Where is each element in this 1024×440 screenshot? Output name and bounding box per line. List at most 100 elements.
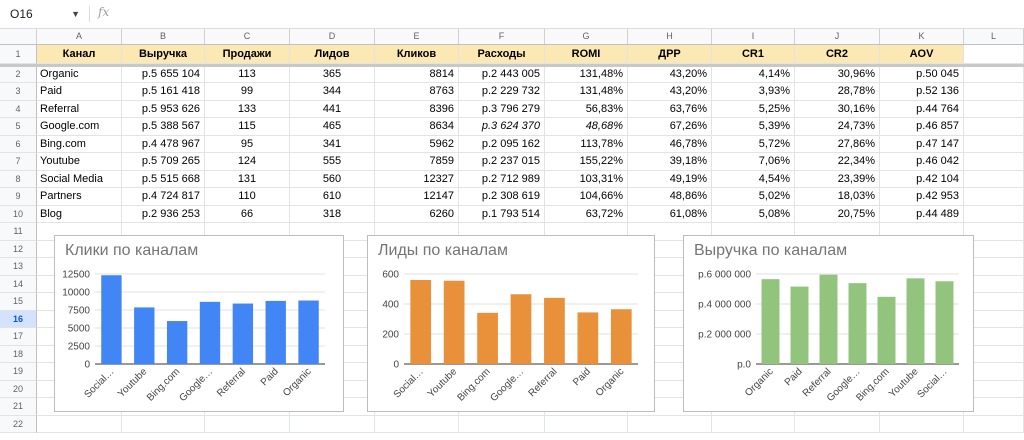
row-header-18[interactable]: 18 [0, 345, 37, 363]
table-cell[interactable]: 28,78% [795, 83, 880, 101]
table-cell[interactable]: 5,08% [712, 205, 795, 223]
bar-0[interactable] [101, 275, 122, 364]
empty-cell[interactable] [964, 45, 1024, 64]
header-cell[interactable]: ROMI [545, 45, 628, 64]
empty-cell[interactable] [964, 100, 1024, 118]
table-cell[interactable]: р.46 857 [880, 118, 964, 136]
bar-3[interactable] [199, 301, 221, 364]
table-cell[interactable]: р.1 793 514 [459, 205, 545, 223]
table-cell[interactable]: 43,20% [628, 83, 712, 101]
table-cell[interactable]: 115 [205, 118, 290, 136]
table-cell[interactable]: 5,39% [712, 118, 795, 136]
row-header-11[interactable]: 11 [0, 223, 37, 241]
table-cell[interactable]: р.2 712 989 [459, 170, 545, 188]
table-cell[interactable]: р.42 953 [880, 188, 964, 206]
table-cell[interactable]: р.47 147 [880, 135, 964, 153]
empty-cell[interactable] [964, 83, 1024, 101]
bar-5[interactable] [265, 300, 286, 364]
bar-3[interactable] [510, 294, 532, 364]
table-cell[interactable]: 8634 [375, 118, 459, 136]
column-header-G[interactable]: G [545, 29, 628, 44]
header-cell[interactable]: CR1 [712, 45, 795, 64]
table-cell[interactable]: р.5 388 567 [122, 118, 205, 136]
table-cell[interactable]: 344 [290, 83, 375, 101]
empty-cell[interactable] [964, 205, 1024, 223]
table-cell[interactable]: 7,06% [712, 153, 795, 171]
chart-leads-by-channel[interactable]: 0 200 400 600 Social… Youtube Bing.com Google… R… [367, 235, 655, 412]
bar-6[interactable] [935, 281, 954, 364]
corner-select-all[interactable] [0, 29, 37, 44]
name-box[interactable]: O16 ▼ [6, 5, 80, 23]
table-cell[interactable]: Blog [37, 205, 122, 223]
table-cell[interactable]: р.4 478 967 [122, 135, 205, 153]
table-cell[interactable]: Google.com [37, 118, 122, 136]
column-header-H[interactable]: H [628, 29, 712, 44]
row-header-13[interactable]: 13 [0, 258, 37, 276]
table-cell[interactable]: 155,22% [545, 153, 628, 171]
empty-cell[interactable] [964, 170, 1024, 188]
chart-clicks-by-channel[interactable]: 0 2500 5000 7500 10000 12500 Social… Youtube Bin… [54, 235, 344, 412]
empty-cell[interactable] [122, 415, 205, 433]
table-cell[interactable]: 104,66% [545, 188, 628, 206]
column-header-B[interactable]: B [122, 29, 205, 44]
row-header-17[interactable]: 17 [0, 328, 37, 346]
bar-1[interactable] [134, 307, 155, 364]
table-cell[interactable]: 113 [205, 65, 290, 83]
column-header-F[interactable]: F [459, 29, 545, 44]
table-cell[interactable]: р.5 709 265 [122, 153, 205, 171]
table-cell[interactable]: 110 [205, 188, 290, 206]
table-cell[interactable]: 56,83% [545, 100, 628, 118]
header-cell[interactable]: Лидов [290, 45, 375, 64]
table-cell[interactable]: 5,02% [712, 188, 795, 206]
row-header-15[interactable]: 15 [0, 293, 37, 311]
bar-2[interactable] [166, 321, 188, 364]
empty-cell[interactable] [795, 415, 880, 433]
table-cell[interactable]: 4,14% [712, 65, 795, 83]
table-cell[interactable]: р.46 042 [880, 153, 964, 171]
table-cell[interactable]: 131 [205, 170, 290, 188]
bar-5[interactable] [577, 312, 599, 364]
row-header-1[interactable]: 1 [0, 45, 37, 64]
table-cell[interactable]: 12327 [375, 170, 459, 188]
table-cell[interactable]: 95 [205, 135, 290, 153]
header-cell[interactable]: Выручка [122, 45, 205, 64]
table-cell[interactable]: 610 [290, 188, 375, 206]
table-cell[interactable]: р.44 764 [880, 100, 964, 118]
empty-cell[interactable] [964, 188, 1024, 206]
row-header-2[interactable]: 2 [0, 65, 37, 83]
column-header-K[interactable]: K [880, 29, 964, 44]
column-header-C[interactable]: C [205, 29, 290, 44]
empty-cell[interactable] [375, 415, 459, 433]
table-cell[interactable]: р.42 104 [880, 170, 964, 188]
table-cell[interactable]: р.2 308 619 [459, 188, 545, 206]
table-cell[interactable]: 113,78% [545, 135, 628, 153]
row-header-19[interactable]: 19 [0, 363, 37, 381]
table-cell[interactable]: Paid [37, 83, 122, 101]
bar-4[interactable] [877, 296, 896, 364]
table-cell[interactable]: 6260 [375, 205, 459, 223]
empty-cell[interactable] [964, 415, 1024, 433]
empty-cell[interactable] [964, 135, 1024, 153]
table-cell[interactable]: 66 [205, 205, 290, 223]
header-cell[interactable]: Продажи [205, 45, 290, 64]
bar-3[interactable] [848, 283, 867, 364]
table-cell[interactable]: р.2 936 253 [122, 205, 205, 223]
table-cell[interactable]: 46,78% [628, 135, 712, 153]
empty-cell[interactable] [628, 415, 712, 433]
table-cell[interactable]: р.50 045 [880, 65, 964, 83]
table-cell[interactable]: р.2 237 015 [459, 153, 545, 171]
row-header-10[interactable]: 10 [0, 205, 37, 223]
bar-2[interactable] [819, 274, 838, 364]
bar-0[interactable] [761, 279, 780, 364]
bar-0[interactable] [410, 280, 432, 364]
table-cell[interactable]: 441 [290, 100, 375, 118]
empty-cell[interactable] [628, 223, 712, 241]
column-header-J[interactable]: J [795, 29, 880, 44]
table-cell[interactable]: 18,03% [795, 188, 880, 206]
header-cell[interactable]: Канал [37, 45, 122, 64]
bar-5[interactable] [906, 278, 925, 364]
bar-4[interactable] [232, 303, 254, 364]
table-cell[interactable]: р.3 624 370 [459, 118, 545, 136]
table-cell[interactable]: 49,19% [628, 170, 712, 188]
table-cell[interactable]: 12147 [375, 188, 459, 206]
